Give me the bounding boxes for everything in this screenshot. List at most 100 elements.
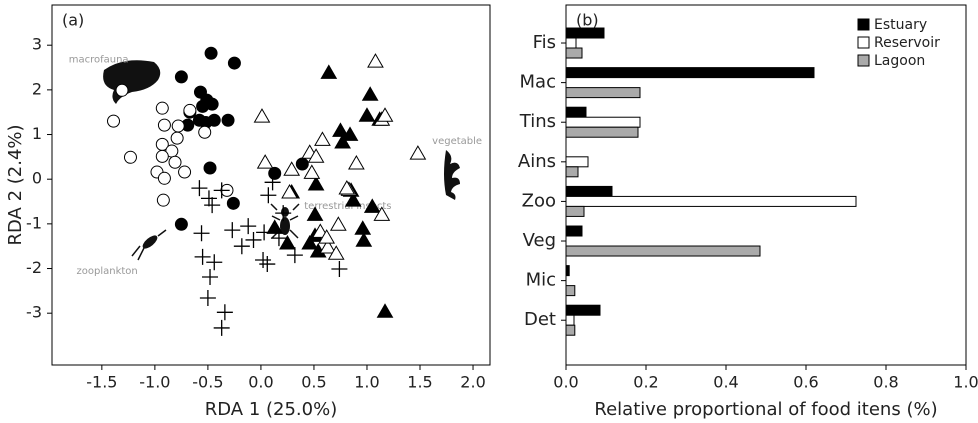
point [156,193,170,207]
ant-icon [281,207,289,217]
bar [565,285,576,297]
x-axis-title: RDA 1 (25.0%) [205,399,338,420]
point [329,216,347,231]
point [376,303,394,318]
point [338,180,356,195]
point [205,97,219,111]
point [168,155,182,169]
point [367,53,384,68]
point [314,131,331,146]
point [295,157,309,171]
legend-swatch [857,18,870,31]
point [376,107,394,122]
y-tick-label: 0 [32,169,42,188]
point [301,234,319,250]
point [245,231,262,248]
bar [565,205,585,217]
bar [565,245,761,257]
x-tick-label: -1.0 [139,373,170,392]
point [264,174,281,191]
x-tick-label: 1.0 [953,373,978,392]
point [327,245,345,260]
point [255,252,272,269]
point [198,125,212,139]
point [354,220,372,235]
point [199,290,216,307]
annotation: macrofauna [69,54,129,65]
x-tick-label: 2.0 [460,373,485,392]
y-tick-label: -2 [26,258,42,277]
point [259,256,276,273]
shrimp-icon [103,60,161,104]
x-tick-label: 0.6 [793,373,818,392]
bar [565,324,576,336]
y-tick-label: Tins [519,111,556,132]
point [256,154,274,169]
point [123,150,137,164]
point [283,161,301,176]
point [373,206,391,221]
point [320,64,338,79]
point [200,190,217,207]
y-tick-label: Mic [526,270,556,291]
bar [565,195,857,207]
bar [565,67,815,79]
point [174,217,188,231]
y-tick-label: Mac [520,72,556,93]
bar [565,116,641,128]
point [157,171,171,185]
y-tick-label: -3 [26,303,42,322]
point [266,219,284,234]
x-tick-label: -1.5 [86,373,117,392]
point [171,119,185,133]
x-tick-label: 0.0 [553,373,578,392]
point [193,225,210,242]
y-tick-label: Veg [523,230,556,251]
bar [565,156,589,168]
legend-label: Estuary [874,17,927,33]
legend-swatch [857,36,870,49]
y-axis-title: RDA 2 (2.4%) [5,124,26,245]
point [227,56,241,70]
legend-swatch [857,54,870,67]
point [363,198,381,213]
point [358,107,376,122]
bar [565,304,601,316]
point [341,126,359,141]
bar [565,225,583,237]
bar [565,185,613,197]
bar [565,166,579,178]
point [361,86,379,101]
point [174,70,188,84]
point [206,254,223,271]
x-tick-label: -0.5 [192,373,223,392]
point [268,166,282,180]
point [221,113,235,127]
x-tick-label: 1.5 [407,373,432,392]
bar [565,37,577,49]
x-axis-title: Relative proportional of food itens (%) [594,399,937,420]
y-tick-label: 1 [32,124,42,143]
point [307,148,325,163]
x-tick-label: 0.8 [873,373,898,392]
point [203,161,217,175]
y-tick-label: -1 [26,213,42,232]
bar [565,106,587,118]
point [331,260,348,277]
copepod-legs [131,229,167,261]
point [216,304,233,321]
point [178,165,192,179]
point [307,175,325,191]
point [303,164,321,179]
bar [565,126,639,138]
panel-label: (b) [576,11,599,30]
point [281,184,298,199]
bar [565,47,583,59]
point [202,269,219,286]
bar [565,87,641,99]
plot-frame [565,4,967,366]
point [155,101,169,115]
point [191,180,208,197]
annotation: vegetable [432,136,482,147]
